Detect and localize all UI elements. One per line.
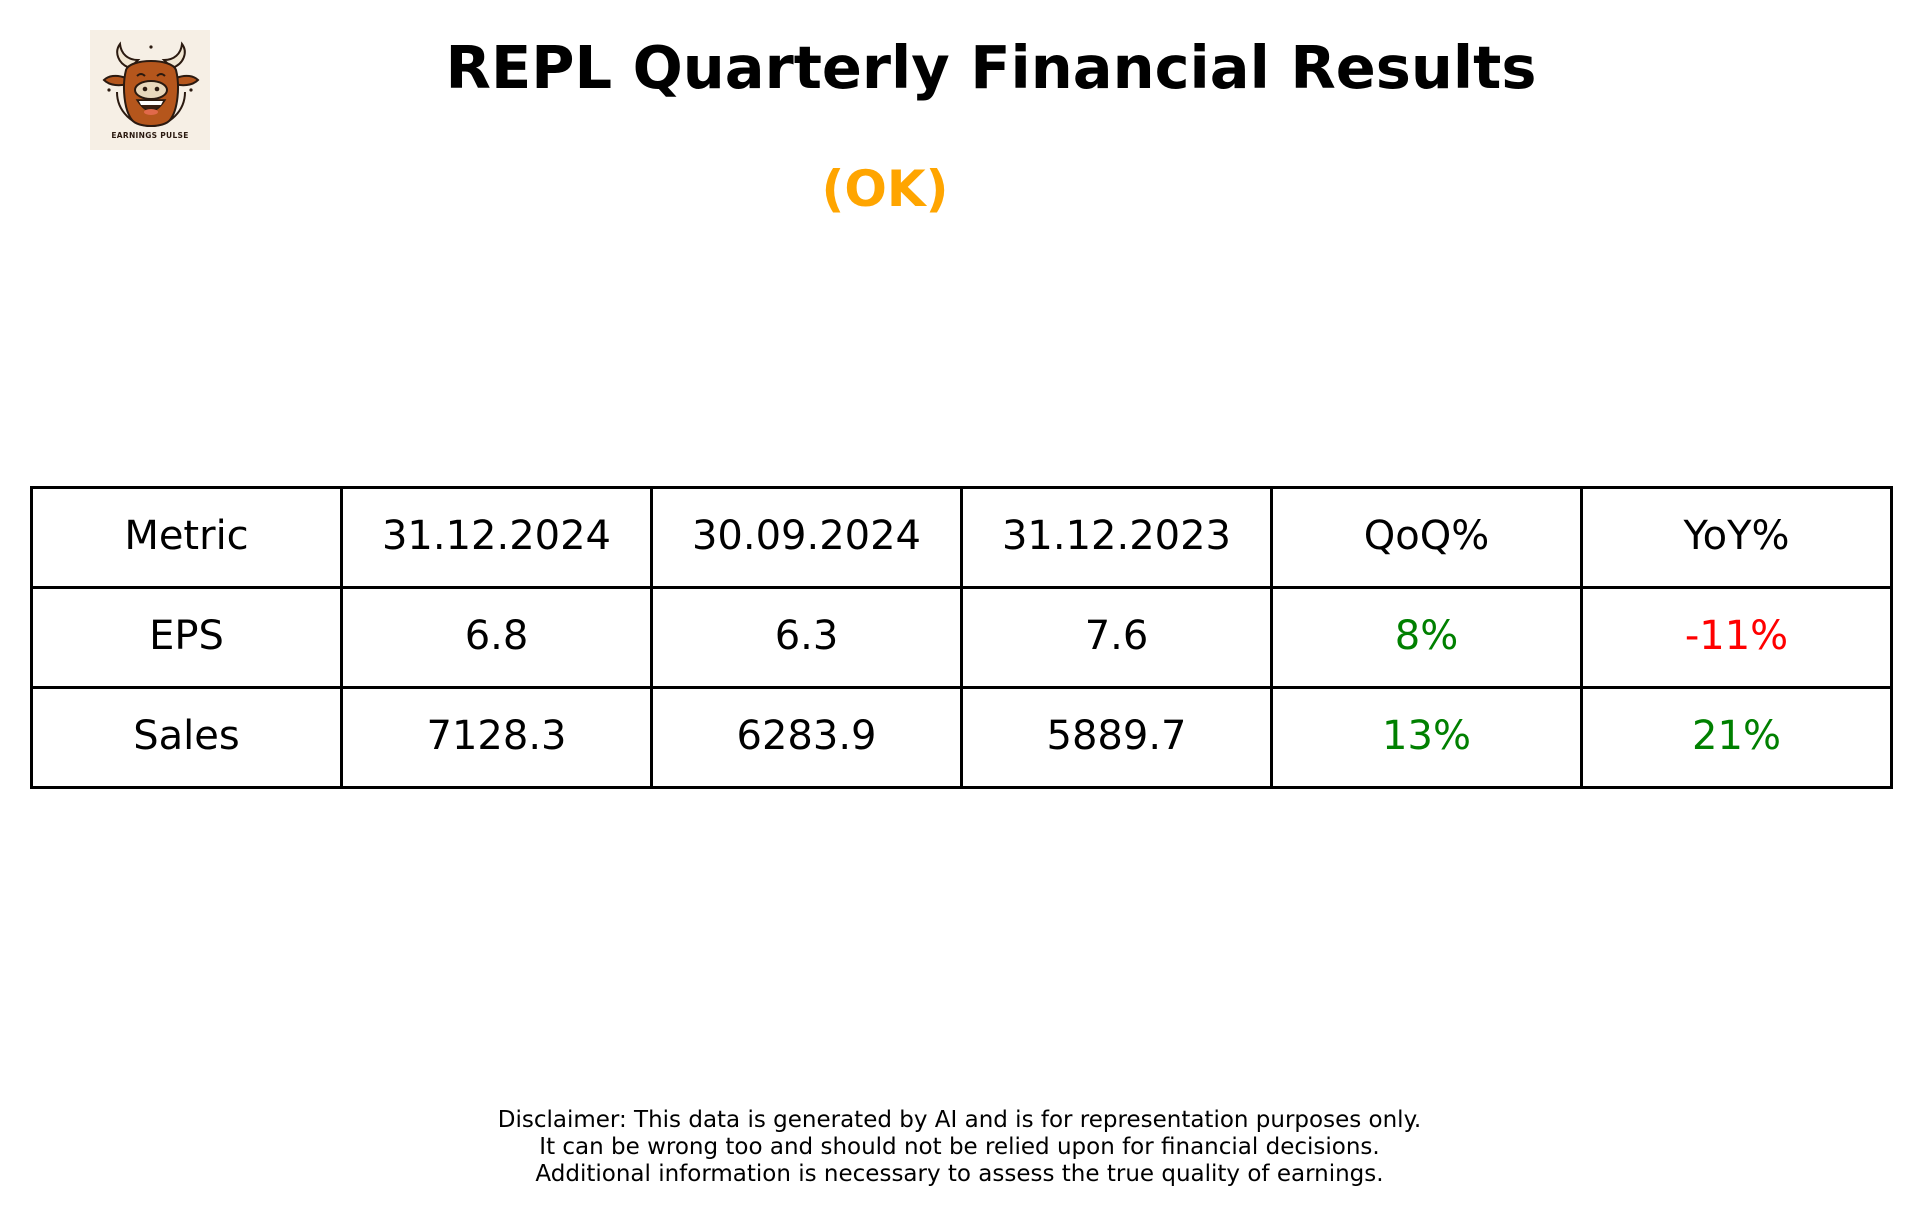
yoy-change: 21% bbox=[1580, 686, 1893, 789]
rating-badge: (OK) bbox=[821, 160, 949, 218]
column-header-current-quarter: 31.12.2024 bbox=[340, 486, 653, 589]
value-current-quarter: 6.8 bbox=[340, 586, 653, 689]
page-title: REPL Quarterly Financial Results bbox=[445, 33, 1537, 102]
bull-face-icon: EARNINGS PULSE bbox=[102, 41, 200, 140]
logo-caption: EARNINGS PULSE bbox=[111, 131, 188, 140]
table-row-eps: EPS 6.8 6.3 7.6 8% -11% bbox=[30, 586, 1893, 689]
column-header-metric: Metric bbox=[30, 486, 343, 589]
metric-label: EPS bbox=[30, 586, 343, 689]
disclaimer-line: Additional information is necessary to a… bbox=[535, 1161, 1384, 1187]
qoq-change: 13% bbox=[1270, 686, 1583, 789]
value-previous-quarter: 6.3 bbox=[650, 586, 963, 689]
value-year-ago-quarter: 5889.7 bbox=[960, 686, 1273, 789]
table-row-sales: Sales 7128.3 6283.9 5889.7 13% 21% bbox=[30, 686, 1893, 789]
column-header-year-ago-quarter: 31.12.2023 bbox=[960, 486, 1273, 589]
earnings-pulse-logo: EARNINGS PULSE bbox=[90, 30, 210, 150]
disclaimer-line: Disclaimer: This data is generated by AI… bbox=[497, 1107, 1422, 1133]
column-header-qoq: QoQ% bbox=[1270, 486, 1583, 589]
results-table: Metric 31.12.2024 30.09.2024 31.12.2023 … bbox=[30, 486, 1893, 789]
disclaimer-line: It can be wrong too and should not be re… bbox=[539, 1134, 1380, 1160]
column-header-previous-quarter: 30.09.2024 bbox=[650, 486, 963, 589]
value-year-ago-quarter: 7.6 bbox=[960, 586, 1273, 689]
disclaimer: Disclaimer: This data is generated by AI… bbox=[0, 1107, 1919, 1188]
metric-label: Sales bbox=[30, 686, 343, 789]
qoq-change: 8% bbox=[1270, 586, 1583, 689]
yoy-change: -11% bbox=[1580, 586, 1893, 689]
table-header-row: Metric 31.12.2024 30.09.2024 31.12.2023 … bbox=[30, 486, 1893, 589]
value-previous-quarter: 6283.9 bbox=[650, 686, 963, 789]
column-header-yoy: YoY% bbox=[1580, 486, 1893, 589]
value-current-quarter: 7128.3 bbox=[340, 686, 653, 789]
